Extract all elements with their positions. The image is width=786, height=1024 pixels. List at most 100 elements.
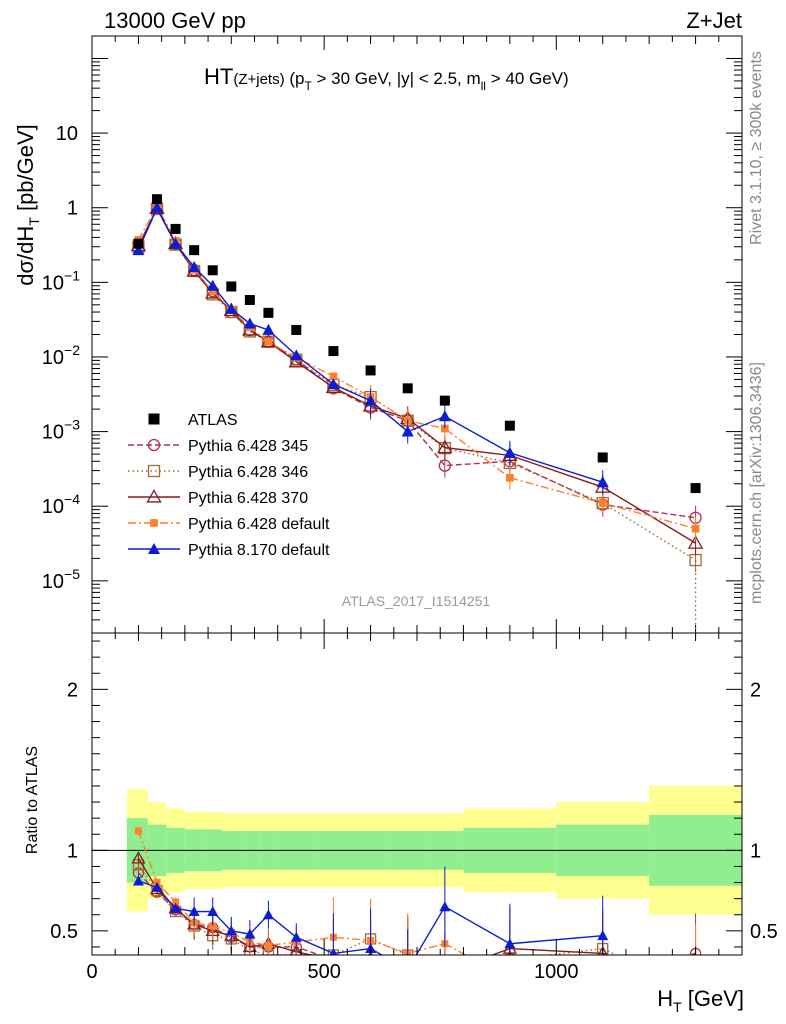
y-axis-label: dσ/dHT [pb/GeV] (13, 124, 42, 286)
legend-label: ATLAS (188, 412, 238, 429)
data-point (226, 281, 237, 292)
data-point (329, 372, 338, 381)
legend-entry: ATLAS (148, 412, 238, 429)
ratio-point (597, 946, 608, 955)
data-point (364, 394, 377, 406)
data-point (503, 446, 516, 458)
legend-marker (146, 489, 162, 503)
ratio-y-tick-label-right: 0.5 (750, 921, 778, 943)
legend-entry: Pythia 6.428 default (128, 516, 330, 533)
x-tick-label: 0 (86, 961, 97, 983)
ratio-y-axis-label: Ratio to ATLAS (24, 746, 41, 854)
data-point (687, 535, 704, 549)
ratio-point (690, 975, 702, 986)
data-point (169, 237, 182, 249)
y-tick-label: 1 (67, 198, 78, 220)
data-point (291, 324, 302, 335)
ratio-point (209, 922, 217, 930)
series-pythia-8-170-default (132, 201, 609, 495)
data-point (264, 337, 273, 346)
data-point (690, 483, 701, 494)
y-tick-label: 10 (56, 123, 78, 145)
ratio-point (290, 931, 302, 942)
data-point (243, 317, 256, 329)
legend-marker (150, 519, 158, 527)
data-point (170, 223, 181, 234)
data-point (598, 499, 607, 507)
series-atlas (133, 194, 701, 494)
data-point (327, 378, 340, 390)
ratio-point (598, 969, 608, 979)
ratio-point (262, 909, 274, 920)
ratio-point (170, 902, 182, 913)
ratio-point (439, 901, 451, 912)
data-point (506, 473, 514, 482)
ratio-point (440, 985, 450, 995)
data-point (225, 302, 238, 314)
ratio-point (597, 930, 609, 941)
data-point (133, 238, 144, 249)
legend-marker (147, 438, 161, 452)
data-point (441, 424, 449, 433)
y-tick-label: 10−3 (42, 417, 80, 444)
data-point (290, 349, 303, 361)
y-tick-label: 10−2 (42, 342, 80, 369)
ratio-point (290, 944, 303, 955)
y-tick-label: 10−5 (42, 566, 80, 593)
data-point (208, 287, 217, 296)
data-point (244, 294, 255, 305)
chart-title: HT(Z+jets) (pT > 30 GeV, |y| < 2.5, mll … (204, 64, 569, 93)
data-point (437, 439, 453, 454)
ratio-point (132, 875, 144, 886)
ratio-point (207, 906, 219, 917)
ratio-point (439, 967, 451, 978)
series-line (137, 207, 696, 561)
ratio-point (264, 941, 272, 949)
ratio-point (188, 906, 200, 917)
ratio-point (151, 881, 163, 892)
data-point (206, 279, 219, 291)
ratio-point (329, 947, 338, 955)
legend-label: Pythia 6.428 default (188, 516, 330, 533)
legend-entry: Pythia 6.428 345 (128, 438, 308, 455)
ratio-point (244, 928, 256, 939)
data-point (207, 265, 218, 276)
ratio-point (504, 938, 516, 949)
ratio-line (137, 858, 611, 955)
ratio-panel-frame (91, 632, 743, 956)
legend-entry: Pythia 8.170 default (128, 542, 330, 559)
ratio-point (172, 898, 180, 906)
series-line (137, 206, 696, 544)
ratio-frame-rect (91, 632, 743, 956)
ratio-point (599, 968, 606, 975)
series-line (137, 204, 696, 530)
ratio-point (404, 954, 411, 955)
ratio-y-tick-label: 1 (67, 840, 78, 862)
data-point (596, 476, 609, 488)
ratio-point (692, 961, 699, 968)
analysis-watermark: ATLAS_2017_I1514251 (342, 593, 491, 609)
ratio-y-tick-label: 0.5 (50, 921, 78, 943)
data-point (150, 201, 164, 213)
data-point (152, 194, 162, 205)
legend-marker (148, 413, 160, 425)
data-point (439, 395, 450, 406)
legend-label: Pythia 6.428 370 (188, 490, 308, 507)
legend-marker (147, 464, 161, 478)
x-axis-label: HT [GeV] (657, 986, 744, 1015)
legend: ATLAS Pythia 6.428 345 Pythia 6.428 346 Pyt… (128, 412, 330, 559)
legend-label: Pythia 6.428 345 (188, 438, 308, 455)
ratio-point (504, 954, 516, 955)
ratio-point (506, 976, 513, 983)
legend-entry: Pythia 6.428 370 (128, 489, 308, 507)
ratio-y-tick-label-right: 2 (750, 679, 761, 701)
ratio-point (134, 827, 142, 835)
data-point (438, 410, 451, 422)
y-tick-label: 10−4 (42, 491, 80, 518)
ratio-uncertainty-bands (92, 785, 742, 915)
y-tick-label: 10−1 (42, 267, 80, 294)
header-left-label: 13000 GeV pp (104, 8, 246, 33)
ratio-point (225, 925, 237, 936)
data-point (132, 244, 145, 256)
